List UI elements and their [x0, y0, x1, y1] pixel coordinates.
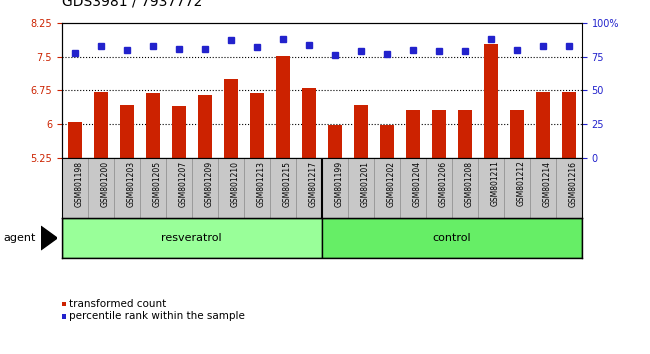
Bar [328, 125, 342, 158]
Bar [94, 92, 108, 158]
Text: percentile rank within the sample: percentile rank within the sample [70, 312, 245, 321]
Text: GSM801204: GSM801204 [413, 161, 422, 207]
Bar [198, 95, 212, 158]
Bar [322, 218, 582, 258]
Text: agent: agent [3, 233, 36, 243]
Text: GSM801211: GSM801211 [491, 161, 500, 206]
Text: transformed count: transformed count [70, 299, 166, 309]
Text: GDS3981 / 7937772: GDS3981 / 7937772 [62, 0, 202, 9]
Bar [458, 109, 472, 158]
Bar [562, 92, 576, 158]
Bar [380, 125, 394, 158]
Bar [172, 105, 186, 158]
Text: resveratrol: resveratrol [161, 233, 222, 243]
Text: control: control [432, 233, 471, 243]
Bar [432, 109, 446, 158]
Text: GSM801214: GSM801214 [543, 161, 552, 206]
Bar [354, 105, 368, 158]
Text: GSM801207: GSM801207 [179, 161, 188, 207]
Text: GSM801205: GSM801205 [153, 161, 162, 207]
Bar [146, 93, 160, 158]
Text: GSM801212: GSM801212 [517, 161, 526, 206]
Text: GSM801202: GSM801202 [387, 161, 396, 206]
Text: GSM801213: GSM801213 [257, 161, 266, 206]
Text: GSM801206: GSM801206 [439, 161, 448, 207]
Text: GSM801210: GSM801210 [231, 161, 240, 206]
Bar [120, 105, 134, 158]
Text: GSM801199: GSM801199 [335, 161, 344, 207]
Bar [510, 109, 524, 158]
Bar [250, 93, 264, 158]
Bar [68, 122, 82, 158]
Bar [224, 79, 238, 158]
Text: GSM801216: GSM801216 [569, 161, 578, 206]
Text: GSM801217: GSM801217 [309, 161, 318, 206]
Text: GSM801208: GSM801208 [465, 161, 474, 206]
Text: GSM801200: GSM801200 [101, 161, 110, 207]
Text: GSM801198: GSM801198 [75, 161, 84, 206]
Text: GSM801203: GSM801203 [127, 161, 136, 207]
Polygon shape [41, 226, 57, 250]
Text: GSM801215: GSM801215 [283, 161, 292, 206]
Bar [62, 218, 322, 258]
Bar [302, 87, 316, 158]
Bar [276, 56, 290, 158]
Text: GSM801201: GSM801201 [361, 161, 370, 206]
Bar [484, 44, 498, 158]
Bar [536, 92, 550, 158]
Bar [406, 109, 420, 158]
Text: GSM801209: GSM801209 [205, 161, 214, 207]
